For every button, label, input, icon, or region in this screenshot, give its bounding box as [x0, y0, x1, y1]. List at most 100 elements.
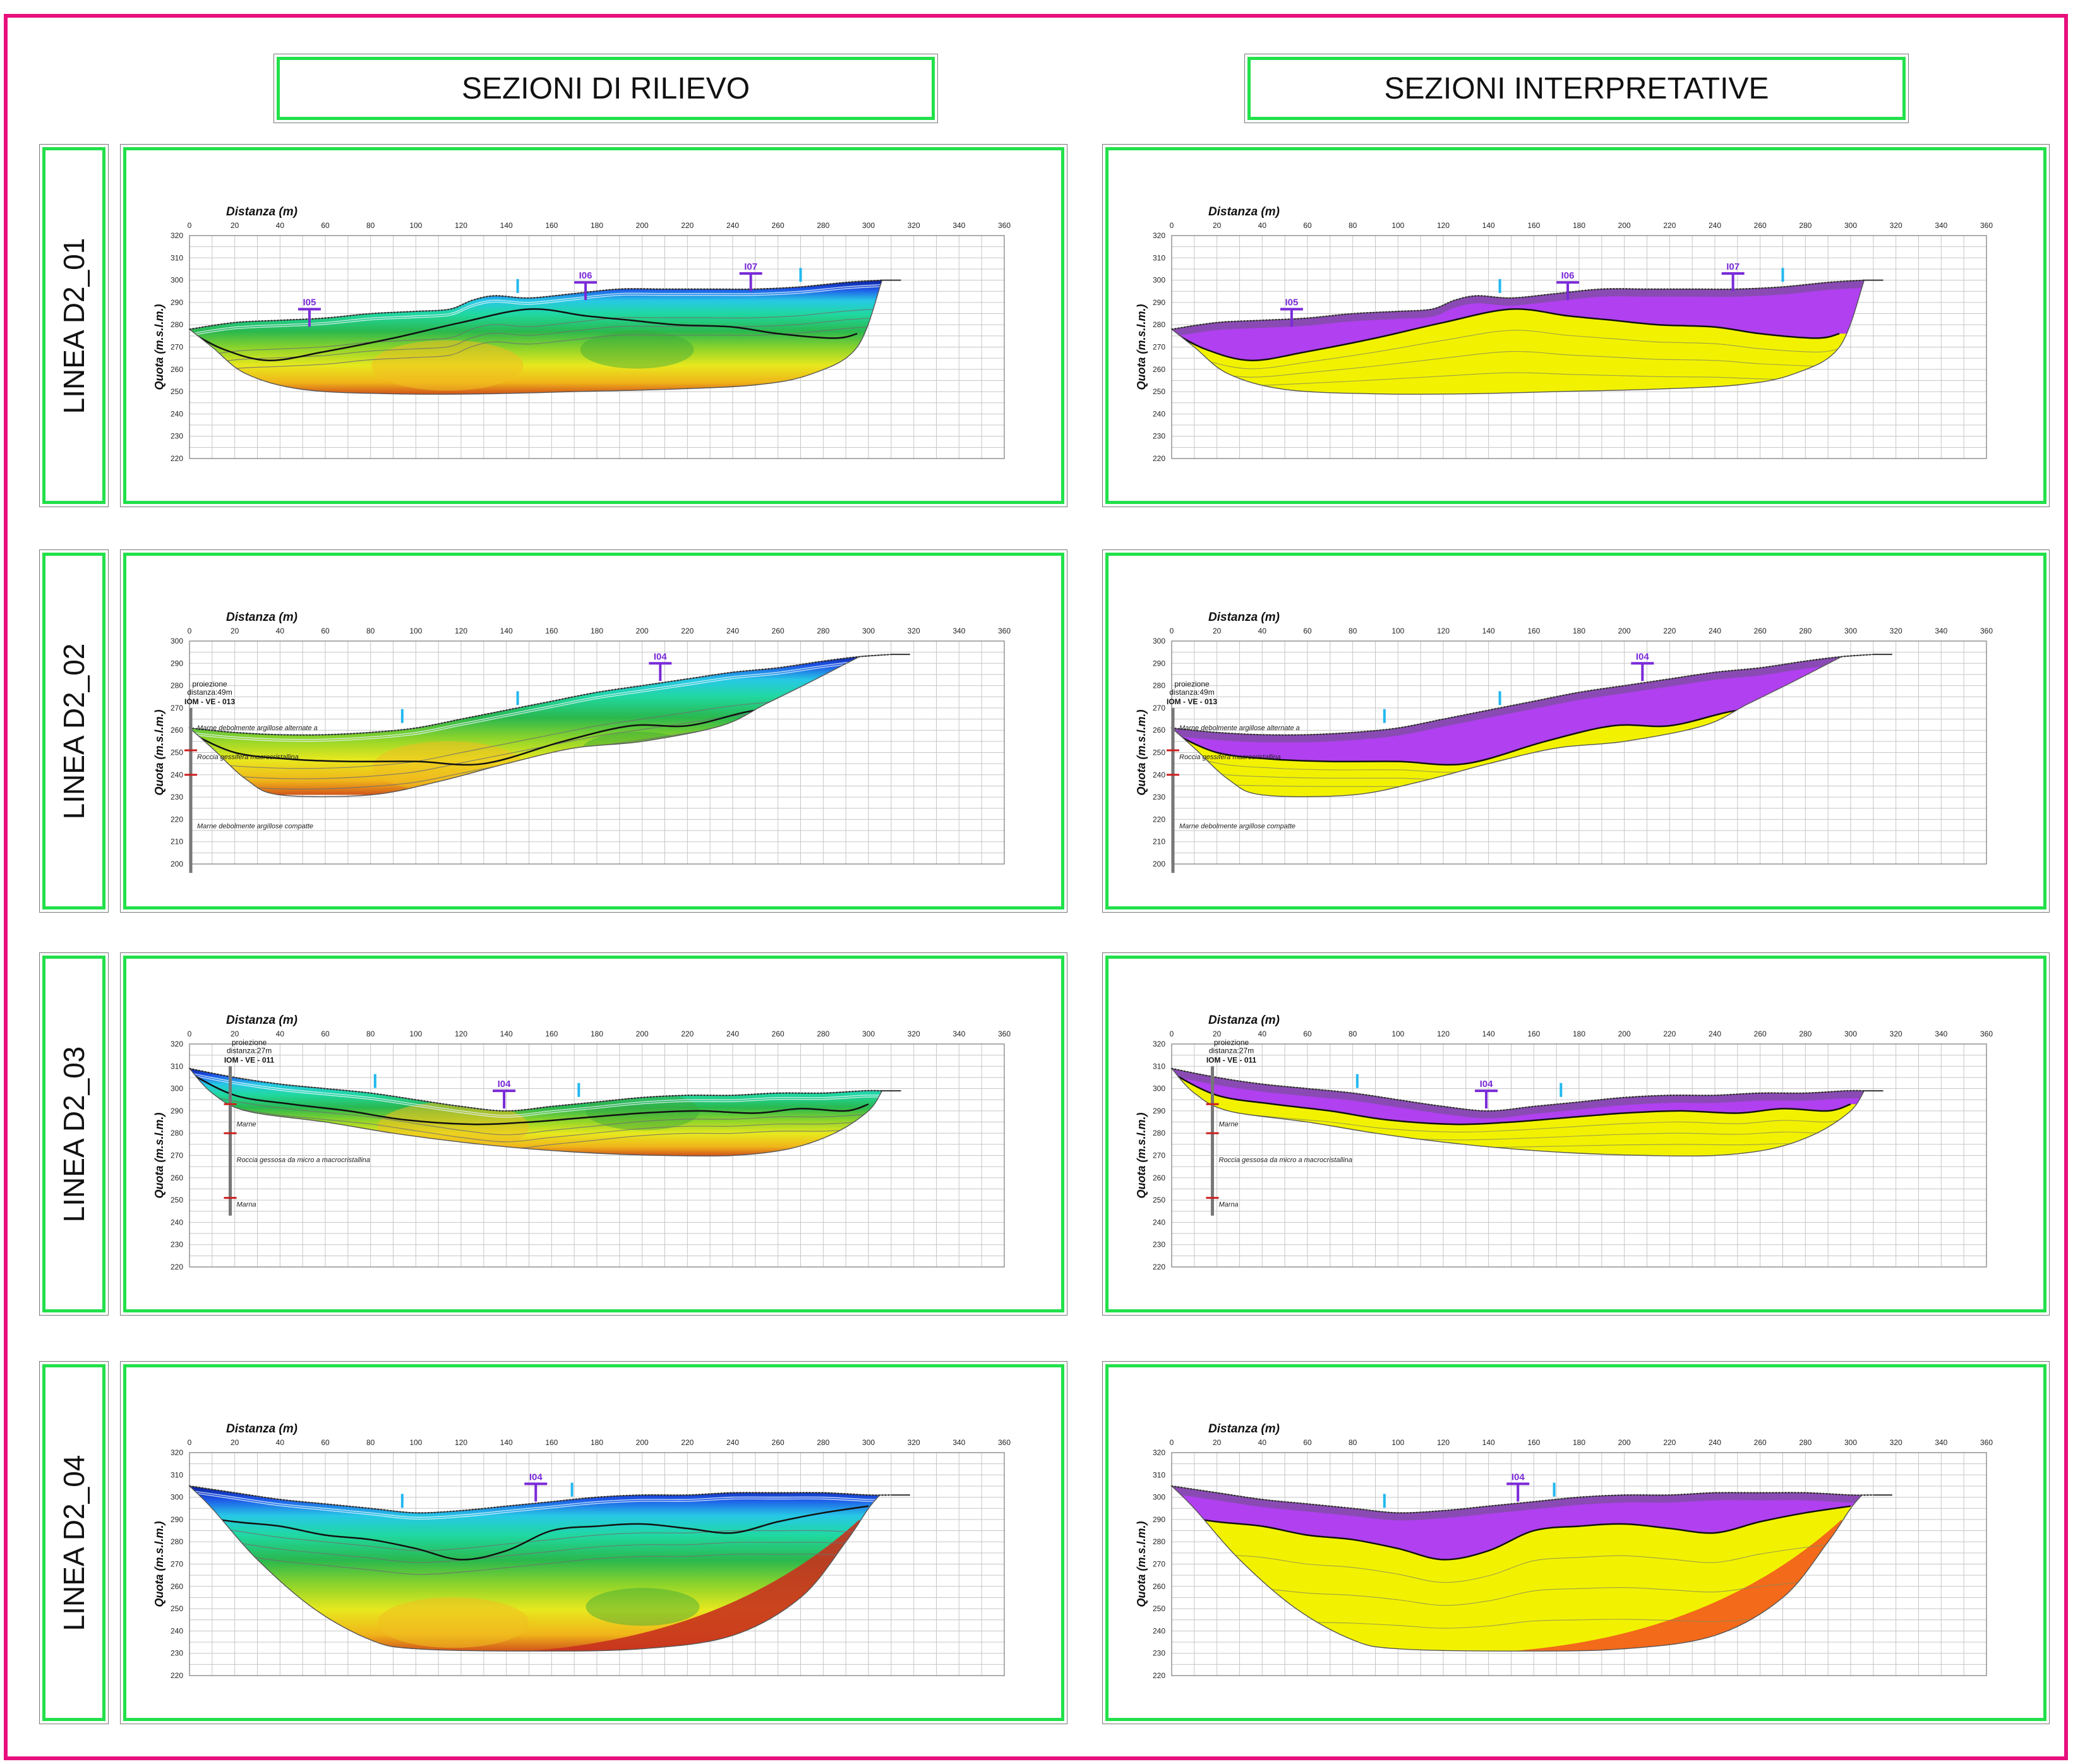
y-tick-label: 250 [1153, 1604, 1165, 1613]
y-tick-label: 200 [1153, 860, 1165, 868]
x-tick-label: 240 [726, 627, 739, 635]
y-tick-label: 300 [1153, 637, 1165, 645]
x-tick-label: 140 [1482, 1029, 1495, 1038]
x-tick-label: 160 [545, 221, 558, 230]
x-tick-label: 120 [455, 1029, 467, 1038]
survey-section-panel: 0 20 40 60 80 100 120 140 160 180 200 220 240 260 280 3… [120, 549, 1067, 913]
x-tick-label: 140 [500, 1029, 513, 1038]
y-tick-label: 290 [171, 1107, 183, 1115]
y-tick-label: 280 [171, 320, 183, 329]
x-tick-label: 340 [952, 627, 965, 635]
header-sezioni-interpretative: SEZIONI INTERPRETATIVE [1244, 54, 1909, 123]
x-tick-label: 60 [1303, 221, 1312, 230]
x-tick-label: 200 [636, 221, 649, 230]
borehole-projection-label: distanza:27m [227, 1046, 272, 1055]
survey-section-panel: 0 20 40 60 80 100 120 140 160 180 200 220 240 260 280 3… [120, 1361, 1067, 1724]
x-tick-label: 180 [591, 627, 603, 635]
grid [189, 640, 1005, 865]
header-sezioni-rilievo: SEZIONI DI RILIEVO [273, 54, 938, 123]
x-axis-title: Distanza (m) [226, 611, 297, 624]
borehole-id: IOM - VE - 013 [184, 697, 235, 706]
x-axis-title: Distanza (m) [226, 205, 297, 219]
y-tick-label: 260 [171, 726, 183, 735]
borehole-lithology-note: Marne debolmente argillose compatte [1179, 823, 1295, 831]
y-tick-label: 320 [1153, 1448, 1165, 1457]
y-tick-label: 300 [171, 276, 183, 285]
resistivity-section-chart: 0 20 40 60 80 100 120 140 160 180 200 220 240 260 280 3… [153, 611, 1011, 873]
y-tick-label: 250 [1153, 1196, 1165, 1204]
line-label: LINEA D2_01 [57, 237, 90, 414]
survey-section-panel: 0 20 40 60 80 100 120 140 160 180 200 220 240 260 280 3… [120, 144, 1067, 507]
x-tick-label: 360 [1980, 627, 1993, 635]
x-tick-label: 80 [366, 221, 375, 230]
y-tick-label: 240 [171, 771, 183, 779]
y-tick-label: 210 [171, 837, 183, 846]
line-label: LINEA D2_02 [57, 643, 90, 819]
well-marker: I05 [297, 297, 321, 327]
x-tick-label: 360 [1980, 221, 1993, 230]
x-tick-label: 300 [1844, 1438, 1857, 1447]
x-tick-label: 200 [1618, 221, 1631, 230]
y-tick-label: 300 [1153, 1084, 1165, 1093]
x-tick-label: 260 [772, 1438, 784, 1447]
y-tick-label: 310 [1153, 253, 1165, 262]
x-tick-label: 260 [1754, 1029, 1767, 1038]
x-tick-label: 0 [188, 221, 192, 230]
x-tick-label: 160 [545, 627, 558, 635]
x-tick-label: 20 [231, 627, 239, 635]
x-tick-label: 220 [1663, 627, 1676, 635]
well-marker-label: I04 [1636, 651, 1650, 662]
x-tick-label: 160 [1527, 1438, 1540, 1447]
x-tick-label: 260 [772, 221, 784, 230]
x-tick-label: 320 [1890, 627, 1902, 635]
well-marker-label: I04 [654, 651, 668, 662]
y-tick-label: 280 [1153, 320, 1165, 329]
x-tick-label: 260 [772, 1029, 784, 1038]
x-tick-label: 180 [1573, 1438, 1585, 1447]
y-tick-label: 220 [1153, 454, 1165, 463]
well-marker-label: I05 [303, 297, 316, 308]
y-tick-label: 230 [1153, 1240, 1165, 1249]
x-tick-label: 340 [1935, 221, 1947, 230]
x-tick-label: 280 [817, 1438, 829, 1447]
y-tick-label: 290 [1153, 298, 1165, 307]
interpretative-section-chart: 0 20 40 60 80 100 120 140 160 180 200 220 240 260 280 3… [1135, 1014, 1993, 1271]
well-marker: I05 [1280, 297, 1303, 327]
y-axis-title: Quota (m.s.l.m.) [153, 304, 165, 390]
borehole-id: IOM - VE - 011 [224, 1055, 275, 1064]
x-tick-label: 360 [998, 627, 1011, 635]
x-tick-label: 40 [276, 1029, 285, 1038]
x-tick-label: 0 [1170, 1438, 1174, 1447]
y-tick-label: 240 [1153, 771, 1165, 779]
x-axis-title: Distanza (m) [1208, 205, 1280, 219]
well-marker-label: I07 [744, 261, 757, 272]
x-tick-label: 40 [1258, 221, 1267, 230]
x-tick-label: 60 [321, 1029, 330, 1038]
header-sezioni-interpretative-label: SEZIONI INTERPRETATIVE [1247, 57, 1906, 120]
interpretative-section-chart: 0 20 40 60 80 100 120 140 160 180 200 220 240 260 280 3… [1135, 611, 1993, 873]
line-label-box: LINEA D2_02 [39, 549, 109, 913]
x-tick-label: 140 [1482, 221, 1495, 230]
y-tick-label: 230 [1153, 793, 1165, 801]
x-tick-label: 100 [1391, 1029, 1404, 1038]
y-tick-label: 230 [1153, 1649, 1165, 1658]
x-tick-label: 220 [681, 1438, 694, 1447]
x-tick-label: 100 [1391, 1438, 1404, 1447]
x-axis-title: Distanza (m) [1208, 1422, 1280, 1436]
x-axis-title: Distanza (m) [226, 1014, 297, 1027]
y-tick-label: 320 [171, 231, 183, 240]
x-tick-label: 80 [366, 1438, 375, 1447]
borehole-lithology-note: Marne [1219, 1121, 1239, 1129]
x-tick-label: 140 [500, 627, 513, 635]
y-tick-label: 220 [1153, 1671, 1165, 1680]
y-tick-label: 320 [1153, 231, 1165, 240]
y-tick-label: 270 [1153, 343, 1165, 352]
y-tick-label: 320 [1153, 1040, 1165, 1048]
x-tick-label: 100 [1391, 627, 1404, 635]
x-tick-label: 240 [726, 1438, 739, 1447]
interpretative-section-panel: 0 20 40 60 80 100 120 140 160 180 200 220 240 260 280 3… [1102, 144, 2050, 507]
x-tick-label: 300 [862, 627, 875, 635]
well-marker-label: I04 [529, 1472, 543, 1482]
x-tick-label: 40 [276, 221, 285, 230]
